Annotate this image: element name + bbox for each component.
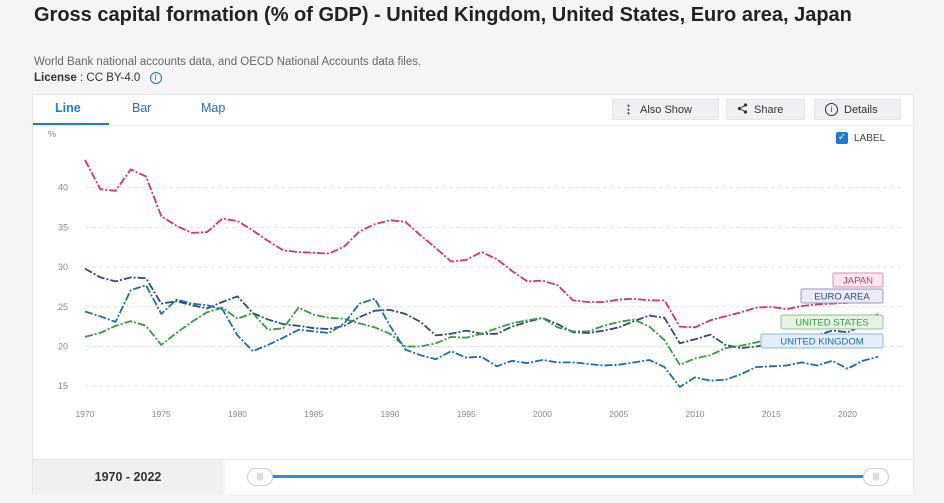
- also-show-label: Also Show: [640, 103, 692, 116]
- x-tick-label: 2020: [838, 409, 857, 419]
- label-toggle[interactable]: ✓ LABEL: [836, 132, 885, 144]
- series-label: JAPAN: [843, 276, 873, 287]
- range-slider-bar: 1970 - 2022 ||| |||: [33, 459, 913, 494]
- series-label: UNITED KINGDOM: [780, 337, 863, 348]
- x-tick-label: 1980: [228, 409, 247, 419]
- y-tick-label: 40: [58, 183, 68, 193]
- tab-line[interactable]: Line: [55, 101, 81, 115]
- y-tick-label: 15: [58, 381, 68, 391]
- info-icon[interactable]: i: [149, 72, 162, 84]
- range-track[interactable]: [259, 475, 875, 478]
- y-tick-label: 25: [58, 302, 68, 312]
- source-note: World Bank national accounts data, and O…: [34, 56, 422, 68]
- y-axis-label: %: [48, 129, 56, 139]
- series-line-2: [84, 306, 879, 366]
- y-tick-label: 30: [58, 262, 68, 272]
- chart-card: Line Bar Map ⋮ Also Show Share i Details…: [32, 94, 914, 494]
- y-tick-label: 20: [58, 341, 68, 351]
- range-track-area: ||| |||: [225, 460, 913, 494]
- tab-bar[interactable]: Bar: [132, 101, 152, 115]
- series-label-box: [832, 272, 884, 288]
- y-tick-label: 35: [58, 222, 68, 232]
- tab-map[interactable]: Map: [201, 101, 226, 115]
- active-tab-indicator: [33, 123, 109, 125]
- x-tick-label: 1990: [381, 409, 400, 419]
- x-tick-label: 2015: [762, 409, 781, 419]
- x-tick-label: 1970: [76, 409, 95, 419]
- series-line-1: [84, 267, 879, 350]
- more-vertical-icon: ⋮: [623, 104, 634, 116]
- x-tick-label: 2005: [609, 409, 628, 419]
- share-button[interactable]: Share: [726, 99, 805, 120]
- details-label: Details: [844, 103, 878, 116]
- label-toggle-text: LABEL: [854, 132, 886, 144]
- series-line-0: [84, 159, 879, 329]
- series-label-box: [760, 333, 884, 349]
- info-circle-icon: i: [825, 103, 838, 116]
- range-end-handle[interactable]: |||: [863, 468, 889, 486]
- series-line-3: [84, 284, 879, 388]
- license-value: : CC BY-4.0: [80, 72, 141, 85]
- license-line: License : CC BY-4.0 i: [34, 72, 162, 84]
- x-tick-label: 1975: [152, 409, 171, 419]
- series-label: UNITED STATES: [795, 318, 869, 329]
- x-tick-label: 1995: [457, 409, 476, 419]
- checkbox-checked-icon[interactable]: ✓: [836, 132, 848, 144]
- x-tick-label: 2000: [533, 409, 552, 419]
- share-label: Share: [754, 103, 784, 116]
- series-label-box: [780, 314, 884, 330]
- share-icon: [737, 102, 748, 117]
- also-show-button[interactable]: ⋮ Also Show: [612, 99, 719, 120]
- line-chart: % 15 20 25 30 35 40 1970 1975 1980 1985 1990 1995 200…: [48, 129, 903, 419]
- page-title: Gross capital formation (% of GDP) - Uni…: [34, 4, 852, 26]
- series-label: EURO AREA: [814, 292, 870, 303]
- series-label-box: [800, 288, 884, 304]
- range-label: 1970 - 2022: [33, 460, 223, 494]
- license-label: License: [34, 72, 77, 85]
- x-tick-label: 1985: [304, 409, 323, 419]
- details-button[interactable]: i Details: [814, 99, 901, 120]
- x-tick-label: 2010: [686, 409, 705, 419]
- range-start-handle[interactable]: |||: [247, 468, 273, 486]
- tab-divider: [33, 125, 913, 126]
